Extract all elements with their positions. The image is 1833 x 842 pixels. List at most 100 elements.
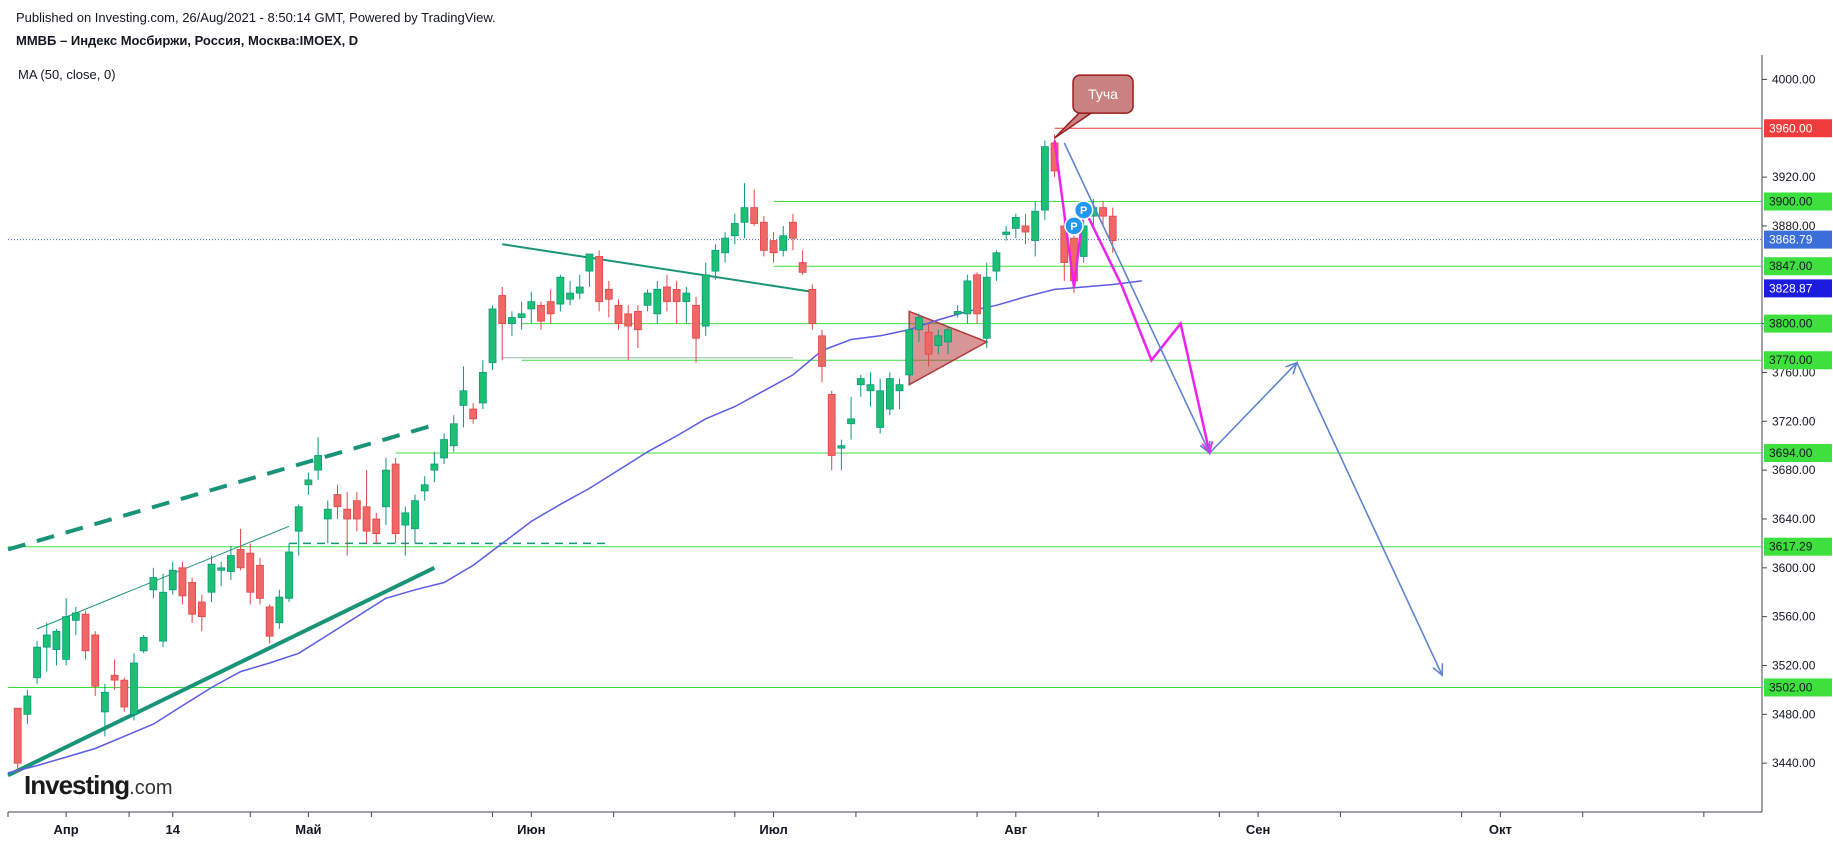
candle-down[interactable] [178,567,187,597]
candle-up[interactable] [730,223,739,237]
candle-down[interactable] [1108,215,1117,241]
candle-up[interactable] [682,292,691,303]
candle-up[interactable] [42,634,51,648]
candle-up[interactable] [1031,210,1040,241]
candle-up[interactable] [294,506,303,532]
candle-down[interactable] [537,304,545,322]
candle-up[interactable] [382,469,390,508]
pivot-marker[interactable] [1073,200,1094,220]
candle-up[interactable] [905,329,914,376]
candle-down[interactable] [672,289,681,303]
candle-down[interactable] [13,707,22,764]
candle-up[interactable] [33,646,41,679]
candle-up[interactable] [168,569,177,591]
candle-down[interactable] [91,634,100,687]
candle-down[interactable] [624,313,633,327]
candle-down[interactable] [973,274,981,315]
candle-up[interactable] [992,252,1001,272]
candle-down[interactable] [1021,225,1030,233]
candle-down[interactable] [769,240,778,254]
candle-up[interactable] [527,301,536,310]
candle-down[interactable] [372,518,381,535]
candle-up[interactable] [478,372,487,404]
candle-up[interactable] [149,577,158,591]
candle-up[interactable] [420,484,429,492]
candle-up[interactable] [953,311,962,315]
candle-up[interactable] [130,662,138,715]
candle-down[interactable] [808,289,817,325]
candle-up[interactable] [62,616,71,660]
candle-up[interactable] [217,567,226,571]
candle-up[interactable] [411,500,419,530]
pivot-marker[interactable] [1064,216,1084,236]
candle-up[interactable] [1041,146,1049,211]
candle-up[interactable] [1011,216,1020,229]
candle-up[interactable] [779,235,788,251]
candle-down[interactable] [81,613,90,652]
candle-up[interactable] [285,551,293,599]
candle-up[interactable] [275,596,284,624]
candle-up[interactable] [915,317,923,331]
candle-down[interactable] [246,552,255,593]
candle-down[interactable] [469,408,478,420]
candle-up[interactable] [982,276,991,339]
candle-up[interactable] [430,463,439,471]
candle-down[interactable] [750,207,759,224]
candle-up[interactable] [508,317,516,325]
candle-down[interactable] [256,564,264,599]
candle-up[interactable] [740,207,749,223]
candle-up[interactable] [459,390,468,406]
candle-down[interactable] [333,494,342,508]
candle-down[interactable] [595,256,604,303]
candle-down[interactable] [759,221,768,251]
candle-down[interactable] [188,582,197,615]
candle-down[interactable] [614,304,623,325]
candle-down[interactable] [692,304,700,339]
candle-up[interactable] [711,249,720,272]
candle-down[interactable] [924,331,933,355]
candle-down[interactable] [343,508,352,520]
candle-down[interactable] [391,463,400,535]
candle-down[interactable] [818,335,826,367]
candle-up[interactable] [101,691,109,713]
candle-down[interactable] [798,262,807,273]
candle-up[interactable] [323,508,332,520]
candle-up[interactable] [585,253,594,272]
candle-up[interactable] [159,591,167,642]
candle-up[interactable] [963,280,972,315]
candle-down[interactable] [498,295,507,325]
candle-up[interactable] [401,512,410,526]
candle-up[interactable] [23,695,32,715]
candle-up[interactable] [207,563,216,593]
candle-up[interactable] [885,378,894,410]
candle-up[interactable] [449,423,458,447]
candle-up[interactable] [517,313,526,318]
candle-down[interactable] [634,311,642,331]
candle-down[interactable] [110,674,119,681]
candle-down[interactable] [546,301,555,315]
candle-up[interactable] [856,378,865,386]
candle-up[interactable] [52,630,61,651]
callout-box[interactable] [1072,74,1134,114]
candle-up[interactable] [139,637,148,652]
candle-up[interactable] [314,455,322,471]
candle-up[interactable] [1002,231,1011,235]
candle-down[interactable] [352,500,361,520]
candle-down[interactable] [120,679,129,708]
candle-up[interactable] [895,384,904,392]
candle-up[interactable] [721,237,729,254]
candle-up[interactable] [866,384,875,392]
candle-down[interactable] [827,394,836,456]
candle-up[interactable] [701,274,710,327]
indicator-legend[interactable]: MA (50, close, 0) [18,67,116,82]
candle-up[interactable] [556,276,565,305]
candle-down[interactable] [663,286,671,303]
candle-down[interactable] [236,549,245,569]
candle-up[interactable] [837,445,846,449]
candle-down[interactable] [265,606,274,637]
candle-up[interactable] [653,289,662,315]
candle-up[interactable] [304,479,313,486]
candle-up[interactable] [876,390,885,428]
candle-up[interactable] [566,292,574,300]
